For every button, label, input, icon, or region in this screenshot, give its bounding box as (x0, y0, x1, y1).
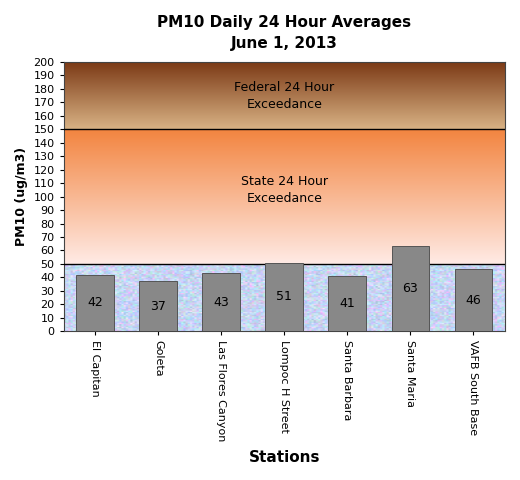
Title: PM10 Daily 24 Hour Averages
June 1, 2013: PM10 Daily 24 Hour Averages June 1, 2013 (157, 15, 411, 51)
Text: 43: 43 (213, 296, 229, 309)
Text: 63: 63 (402, 282, 418, 295)
Bar (454, 269, 492, 331)
Text: 46: 46 (465, 294, 482, 307)
Bar (76, 275, 114, 331)
Text: 37: 37 (150, 300, 166, 313)
Text: 41: 41 (340, 297, 355, 310)
Text: Federal 24 Hour
Exceedance: Federal 24 Hour Exceedance (235, 81, 334, 110)
Y-axis label: PM10 (ug/m3): PM10 (ug/m3) (15, 147, 28, 246)
Bar (265, 263, 303, 331)
X-axis label: Stations: Stations (249, 450, 320, 465)
Text: 42: 42 (87, 297, 103, 310)
Bar (139, 281, 177, 331)
Bar (329, 276, 366, 331)
Bar (392, 246, 430, 331)
Text: State 24 Hour
Exceedance: State 24 Hour Exceedance (241, 175, 328, 205)
Text: 51: 51 (277, 290, 292, 303)
Bar (202, 273, 240, 331)
